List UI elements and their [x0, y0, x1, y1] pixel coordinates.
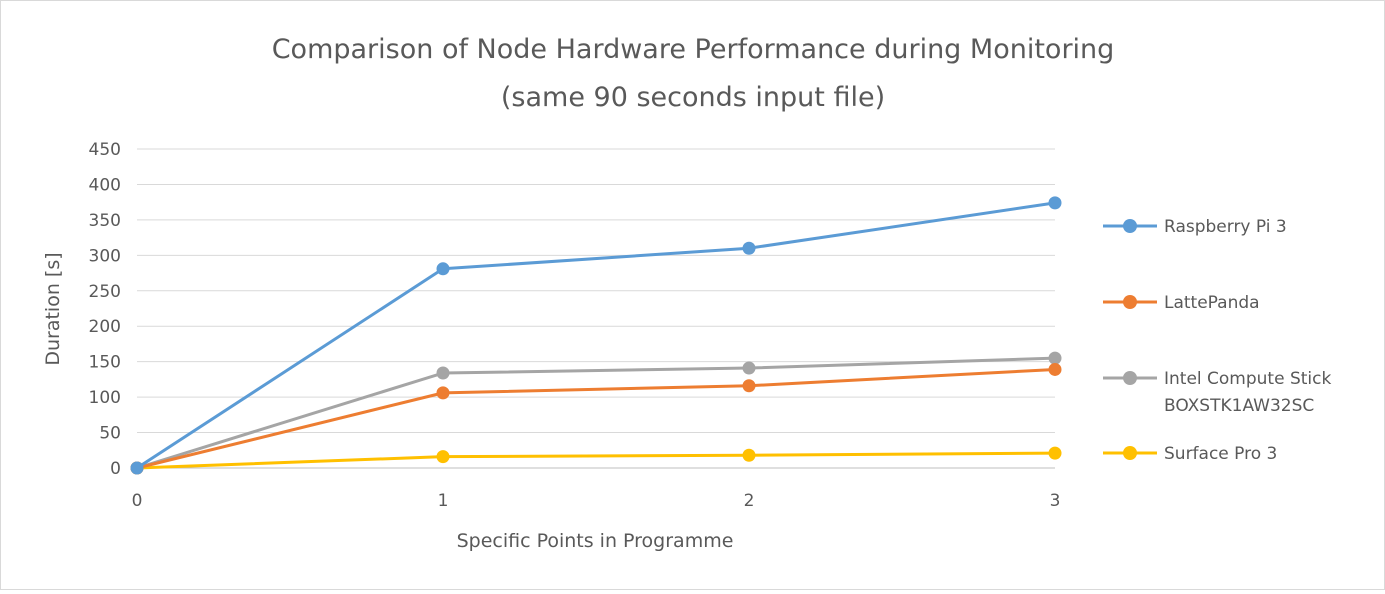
y-tick-label: 400: [89, 175, 121, 195]
data-point: [436, 450, 450, 464]
y-tick-label: 350: [89, 211, 121, 231]
series-group: [130, 196, 1062, 475]
data-point: [1048, 351, 1062, 365]
data-point: [742, 241, 756, 255]
legend-label: Intel Compute Stick BOXSTK1AW32SC: [1164, 369, 1331, 416]
x-tick-label: 1: [438, 491, 449, 511]
legend-label: Raspberry Pi 3: [1164, 217, 1287, 237]
y-tick-label: 0: [110, 459, 121, 479]
legend-label: Surface Pro 3: [1164, 444, 1277, 464]
chart-subtitle: (same 90 seconds input file): [501, 82, 885, 113]
y-tick-label: 200: [89, 317, 121, 337]
x-axis-title: Specific Points in Programme: [457, 530, 734, 552]
series-line: [136, 356, 1056, 470]
y-tick-label: 300: [89, 246, 121, 266]
legend-marker: [1123, 446, 1137, 460]
y-tick-label: 150: [89, 353, 121, 373]
data-point: [1048, 196, 1062, 210]
data-point: [436, 262, 450, 276]
x-axis-ticks: 0 1 2 3: [132, 491, 1061, 511]
data-point: [130, 461, 144, 475]
x-tick-label: 3: [1050, 491, 1061, 511]
data-point: [1048, 362, 1062, 376]
legend-marker: [1123, 219, 1137, 233]
data-point: [436, 366, 450, 380]
legend-label: LattePanda: [1164, 293, 1260, 313]
data-point: [742, 361, 756, 375]
y-tick-label: 50: [99, 424, 121, 444]
data-point: [1048, 446, 1062, 460]
series-line: [136, 451, 1056, 470]
y-tick-label: 100: [89, 388, 121, 408]
series-line: [136, 367, 1056, 470]
legend-marker: [1123, 371, 1137, 385]
data-point: [742, 379, 756, 393]
data-point: [436, 386, 450, 400]
gridlines: [137, 148, 1055, 469]
y-axis-title: Duration [s]: [42, 252, 64, 365]
legend-marker: [1123, 295, 1137, 309]
y-tick-label: 250: [89, 282, 121, 302]
data-point: [742, 448, 756, 462]
y-tick-label: 450: [89, 140, 121, 160]
series-line: [136, 201, 1056, 470]
legend: Raspberry Pi 3 LattePanda Intel Compute St…: [1103, 217, 1331, 464]
x-tick-label: 2: [744, 491, 755, 511]
y-axis-ticks: 0 50 100 150 200 250 300 350 400 450: [89, 140, 121, 479]
x-tick-label: 0: [132, 491, 143, 511]
chart-title: Comparison of Node Hardware Performance …: [272, 34, 1115, 65]
